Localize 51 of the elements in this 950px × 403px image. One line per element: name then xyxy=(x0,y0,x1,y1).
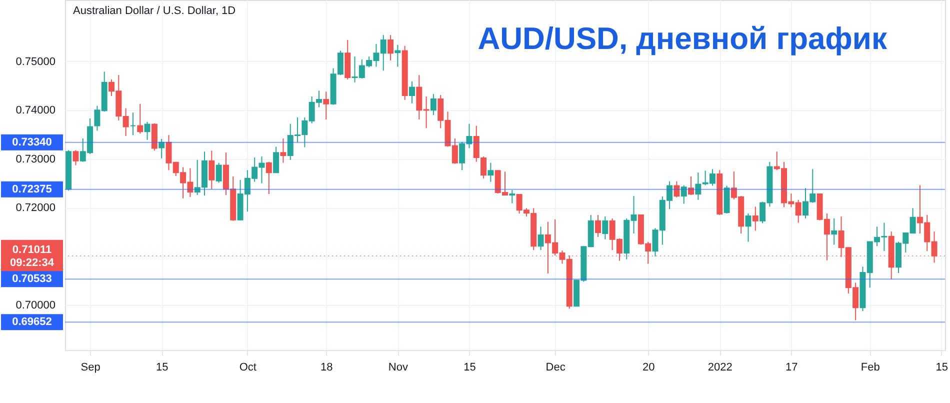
candlestick xyxy=(158,138,165,159)
candlestick xyxy=(488,162,494,182)
candlestick xyxy=(831,218,838,246)
candlestick xyxy=(752,206,758,232)
x-tick-label: Oct xyxy=(239,362,256,374)
x-tick-label: Nov xyxy=(388,362,408,374)
candlestick xyxy=(130,112,136,136)
candlestick xyxy=(144,121,150,140)
x-tick-label: Dec xyxy=(546,362,566,374)
candlestick xyxy=(388,34,394,61)
x-tick-label: Feb xyxy=(860,362,880,374)
candlestick xyxy=(208,150,215,190)
y-tick-label: 0.75000 xyxy=(16,56,56,68)
x-tick-label: 18 xyxy=(320,362,333,374)
candlestick xyxy=(280,138,286,164)
candlestick xyxy=(688,176,694,196)
ref-line-label: 0.70533 xyxy=(12,273,52,286)
candlestick xyxy=(137,103,144,134)
candlestick xyxy=(323,91,330,120)
text: AUD/USD, дневной график xyxy=(478,21,888,56)
candlestick xyxy=(72,150,79,166)
ref-line-label: 0.71011 09:22:34 xyxy=(10,244,55,269)
x-tick-label: 15 xyxy=(464,362,476,374)
candlestick xyxy=(674,180,680,198)
x-tick-label: 20 xyxy=(642,362,655,374)
ref-line-label: 0.69652 xyxy=(12,316,52,328)
ref-line-label: 0.73340 xyxy=(12,136,52,148)
chart-subtitle: Australian Dollar / U.S. Dollar, 1D xyxy=(73,5,236,17)
y-tick-label: 0.72000 xyxy=(16,202,56,214)
candlestick xyxy=(595,214,602,238)
candlestick xyxy=(602,216,608,240)
x-tick-label: 17 xyxy=(786,362,798,374)
ref-line-label: 0.72375 xyxy=(12,183,52,196)
y-tick-label: 0.70000 xyxy=(16,300,56,312)
candlestick xyxy=(216,162,222,184)
candlestick xyxy=(273,146,280,174)
x-tick-label: Sep xyxy=(80,362,100,374)
candlestick xyxy=(538,226,544,251)
candlestick xyxy=(266,161,272,195)
x-tick-label: 2022 xyxy=(708,362,732,374)
candlestick xyxy=(509,190,516,204)
candlestick xyxy=(745,213,752,242)
candlestick xyxy=(151,122,158,152)
x-tick-label: 15 xyxy=(936,362,948,374)
candlestick xyxy=(408,80,415,104)
candlestick xyxy=(394,44,401,68)
y-tick-label: 0.74000 xyxy=(16,104,56,117)
x-tick-label: 15 xyxy=(156,362,168,374)
y-tick-label: 0.73000 xyxy=(16,153,56,166)
candlestick xyxy=(680,184,687,204)
candlestick xyxy=(430,94,436,116)
